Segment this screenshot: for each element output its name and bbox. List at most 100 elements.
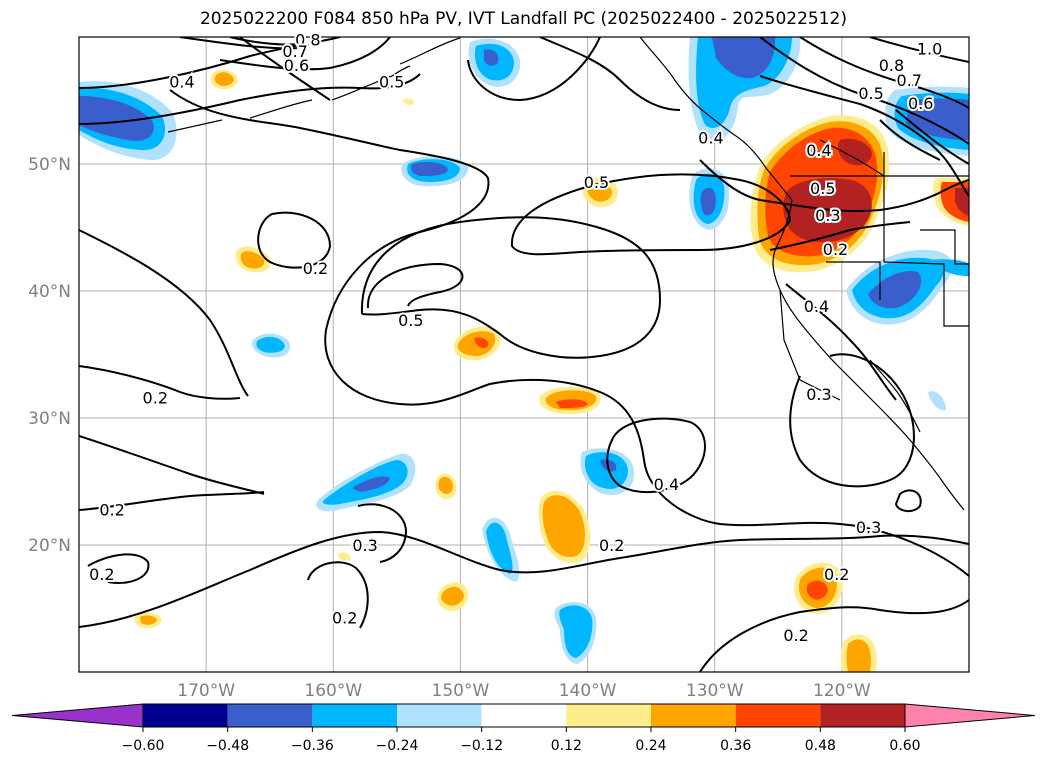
contour-label: 0.4 [804, 297, 829, 316]
longitude-tick-labels: 170°W 160°W 150°W 140°W 130°W 120°W [177, 681, 871, 701]
contour [869, 37, 969, 63]
colorbar-tick-label: −0.36 [291, 738, 334, 754]
colorbar-tick-label: −0.12 [460, 738, 503, 754]
positive-patch [134, 612, 162, 628]
negative-patch [468, 38, 521, 87]
contour [539, 37, 681, 111]
contour [785, 283, 897, 401]
pv-contours [79, 37, 969, 672]
colorbar-tick-label: 0.60 [889, 738, 920, 754]
colorbar-tick-label: 0.48 [805, 738, 836, 754]
contour [759, 75, 969, 197]
contour [79, 37, 341, 89]
contour-label: 0.2 [332, 608, 357, 627]
colorbar-segment [820, 704, 905, 727]
latitude-tick-labels: 50°N 40°N 30°N 20°N [28, 155, 71, 556]
contour [789, 353, 915, 488]
colorbar-segment [735, 704, 821, 727]
contour-label: 0.2 [599, 536, 624, 555]
colorbar-segment [481, 704, 567, 727]
contour [79, 73, 421, 125]
colorbar-tick-label: 0.24 [635, 738, 666, 754]
contour-label: 0.3 [806, 385, 831, 404]
contour-label: 0.6 [908, 94, 933, 113]
contour [357, 503, 408, 563]
contour [219, 37, 391, 71]
contour [360, 216, 662, 359]
colorbar: −0.60 −0.48 −0.36 −0.24 −0.12 0.12 0.24 0.36 0.4… [11, 703, 1036, 754]
positive-patch [794, 562, 843, 614]
colorbar-segment [397, 704, 482, 727]
contour [759, 37, 969, 145]
coastline [167, 37, 969, 511]
colorbar-segment [227, 704, 313, 727]
contour-label: 0.4 [806, 141, 831, 160]
positive-patch [453, 326, 501, 361]
contour-label: 0.5 [810, 179, 835, 198]
contour [169, 89, 969, 577]
colorbar-extend-low [11, 703, 144, 728]
negative-patch [580, 448, 635, 495]
positive-patch [539, 386, 601, 414]
contour-label: 0.2 [99, 500, 124, 519]
colorbar-segment [143, 704, 228, 727]
map-frame [78, 36, 970, 673]
positive-patch [437, 582, 468, 612]
contour [510, 173, 792, 256]
colorbar-frame [142, 703, 906, 728]
contour [87, 553, 150, 584]
contour [79, 229, 249, 397]
contour [307, 561, 369, 629]
contour-label: 0.3 [352, 536, 377, 555]
contour [229, 37, 301, 46]
longitude-tick-label: 140°W [559, 681, 617, 701]
contour [879, 119, 941, 161]
contour-label: 0.6 [284, 56, 309, 75]
contour [769, 221, 911, 251]
contour-label: 0.2 [303, 259, 328, 278]
longitude-tick-label: 170°W [177, 681, 235, 701]
colorbar-segment [651, 704, 736, 727]
contour-label: 0.8 [295, 31, 320, 50]
contour-label: 0.5 [584, 173, 609, 192]
colorbar-tick-label: 0.12 [551, 738, 582, 754]
negative-patch [482, 517, 520, 582]
contour [179, 37, 301, 50]
contour-label: 0.4 [698, 128, 723, 147]
latitude-tick-label: 20°N [28, 536, 71, 556]
contour [79, 491, 265, 511]
negative-patch [928, 391, 946, 411]
contour-label: 0.5 [398, 311, 423, 330]
positive-patch [435, 473, 457, 500]
colorbar-segment [312, 704, 397, 727]
contour-label: 0.2 [143, 389, 168, 408]
longitude-tick-label: 130°W [686, 681, 744, 701]
contour [799, 37, 969, 109]
map-title: 2025022200 F084 850 hPa PV, IVT Landfall… [199, 9, 847, 29]
contour [257, 211, 332, 269]
contour [79, 530, 969, 628]
colorbar-segment [566, 704, 651, 727]
positive-patch [840, 634, 877, 672]
colorbar-tick-label: −0.60 [122, 738, 165, 754]
contour-labels: 0.80.70.60.4 0.50.41.00.80.70.50.60.40.50… [87, 29, 944, 648]
contour-label: 0.7 [897, 71, 922, 90]
colorbar-tick-label: −0.24 [376, 738, 419, 754]
negative-patch [316, 453, 416, 512]
negative-patch [554, 602, 597, 664]
contour [895, 109, 969, 165]
contour-label: 0.2 [824, 565, 849, 584]
contour [699, 599, 969, 672]
contour-label: 0.2 [89, 565, 114, 584]
latitude-tick-label: 40°N [28, 282, 71, 302]
contour [699, 159, 969, 213]
contour-label: 0.3 [815, 206, 840, 225]
contour-label: 0.4 [169, 72, 194, 91]
contour-label: 0.2 [823, 240, 848, 259]
contour-label: 0.5 [379, 72, 404, 91]
contour [79, 365, 241, 400]
positive-patch [210, 69, 238, 90]
negative-patch [252, 333, 291, 358]
contour-label: 0.3 [856, 518, 881, 537]
